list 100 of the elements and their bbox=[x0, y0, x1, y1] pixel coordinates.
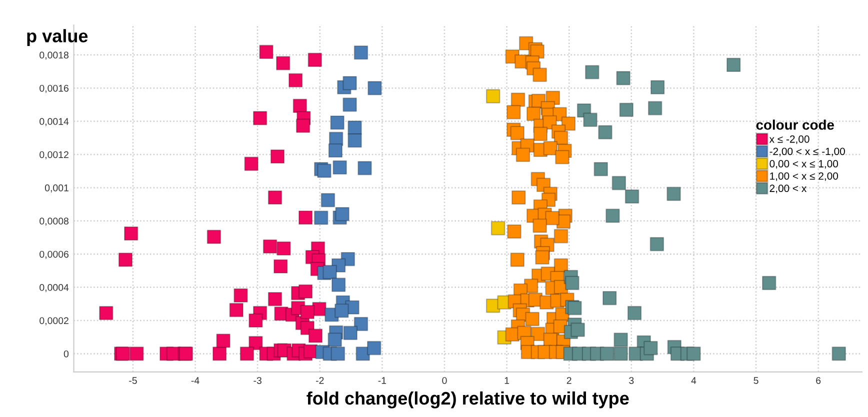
point bbox=[332, 160, 347, 175]
point bbox=[594, 162, 608, 176]
point bbox=[330, 346, 346, 361]
point bbox=[331, 278, 346, 292]
point bbox=[568, 300, 582, 316]
point bbox=[240, 346, 254, 361]
point bbox=[273, 259, 288, 274]
point bbox=[598, 125, 612, 140]
point bbox=[248, 313, 263, 328]
y-tick-label: 0,0006 bbox=[40, 250, 68, 259]
point bbox=[762, 276, 776, 290]
point bbox=[330, 115, 344, 130]
point bbox=[268, 190, 282, 205]
point bbox=[259, 44, 274, 60]
point bbox=[328, 332, 342, 347]
point bbox=[270, 149, 285, 164]
x-tick-label: -4 bbox=[191, 377, 200, 384]
point bbox=[627, 306, 642, 320]
point bbox=[334, 304, 349, 318]
point bbox=[244, 156, 258, 171]
point bbox=[124, 226, 138, 241]
y-tick-label: 0,001 bbox=[44, 184, 68, 192]
point bbox=[212, 346, 227, 361]
point bbox=[342, 76, 357, 90]
x-tick-label: 2 bbox=[566, 377, 572, 384]
point bbox=[216, 334, 230, 348]
point bbox=[118, 252, 133, 267]
point bbox=[832, 346, 846, 361]
point bbox=[624, 189, 640, 204]
point bbox=[644, 340, 658, 356]
point bbox=[686, 346, 701, 361]
point bbox=[308, 52, 322, 68]
point bbox=[130, 346, 144, 361]
y-tick-label: 0,0012 bbox=[40, 151, 68, 160]
x-tick-label: 4 bbox=[691, 377, 696, 384]
point bbox=[335, 206, 350, 222]
legend-title: colour code bbox=[756, 120, 834, 130]
point bbox=[229, 302, 244, 318]
point bbox=[328, 143, 343, 158]
point bbox=[348, 133, 362, 148]
point bbox=[648, 101, 662, 116]
point bbox=[308, 328, 323, 343]
legend-label: 1,00 < x ≤ 2,00 bbox=[770, 172, 838, 181]
point bbox=[650, 237, 664, 252]
y-tick-label: 0,0014 bbox=[40, 118, 69, 126]
point bbox=[206, 230, 222, 244]
point bbox=[490, 221, 506, 236]
point bbox=[268, 292, 282, 306]
point bbox=[614, 346, 628, 361]
x-tick-label: -5 bbox=[129, 377, 137, 384]
point bbox=[606, 208, 620, 223]
point bbox=[300, 304, 315, 320]
x-tick-label: -2 bbox=[316, 377, 324, 384]
point bbox=[616, 70, 630, 86]
point bbox=[296, 118, 310, 133]
point bbox=[612, 176, 626, 190]
point bbox=[262, 239, 278, 254]
point bbox=[276, 241, 291, 256]
legend-label: 2,00 < x bbox=[770, 184, 807, 194]
point bbox=[585, 65, 600, 80]
point bbox=[368, 80, 382, 96]
point bbox=[252, 111, 268, 126]
point bbox=[298, 210, 313, 225]
point bbox=[600, 346, 614, 361]
point bbox=[99, 306, 114, 320]
x-tick-label: -1 bbox=[378, 377, 386, 384]
x-tick-label: 1 bbox=[504, 377, 510, 384]
y-tick-label: 0,0008 bbox=[40, 218, 68, 226]
point bbox=[565, 276, 580, 290]
y-tick-label: 0,0004 bbox=[40, 284, 69, 292]
point bbox=[314, 210, 328, 225]
y-axis-title: p value bbox=[27, 29, 88, 46]
point bbox=[288, 73, 303, 88]
point bbox=[366, 340, 382, 356]
point bbox=[486, 89, 500, 104]
point bbox=[322, 264, 337, 280]
y-tick-label: 0,0016 bbox=[40, 84, 68, 93]
point bbox=[614, 332, 628, 347]
point bbox=[583, 112, 598, 127]
legend-label: x ≤ -2,00 bbox=[769, 135, 810, 144]
point bbox=[348, 120, 362, 135]
x-tick-label: 0 bbox=[442, 377, 447, 384]
legend-label: 0,00 < x ≤ 1,00 bbox=[770, 160, 838, 169]
point bbox=[342, 98, 357, 112]
point bbox=[602, 290, 617, 306]
point bbox=[358, 160, 372, 176]
point bbox=[619, 102, 634, 117]
point bbox=[666, 186, 681, 201]
x-axis-title: fold change(log2) relative to wild type bbox=[306, 391, 629, 408]
point bbox=[234, 288, 248, 303]
point bbox=[726, 58, 741, 72]
point bbox=[343, 326, 358, 340]
x-tick-label: 5 bbox=[754, 377, 758, 384]
y-tick-label: 0,0018 bbox=[40, 52, 68, 60]
x-tick-label: 6 bbox=[816, 377, 821, 384]
point bbox=[298, 284, 313, 299]
x-tick-label: 3 bbox=[629, 377, 634, 384]
point bbox=[570, 322, 585, 337]
point bbox=[276, 56, 290, 70]
x-tick-label: -3 bbox=[254, 377, 262, 384]
